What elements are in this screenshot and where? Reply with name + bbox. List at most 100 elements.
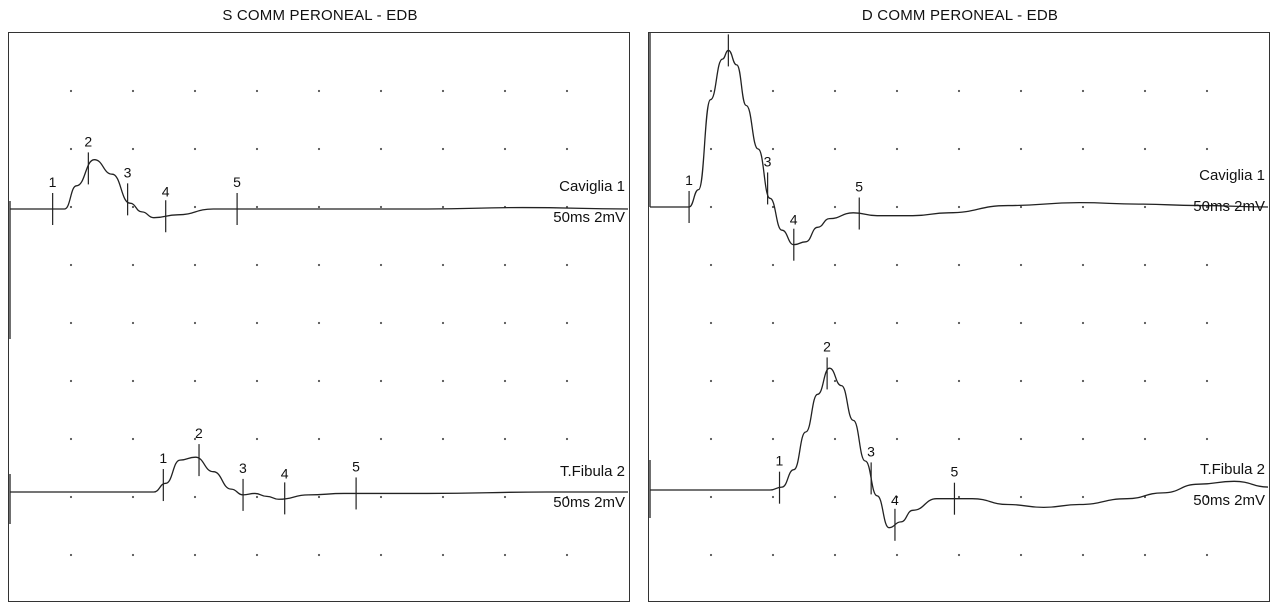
grid-dot xyxy=(441,553,445,557)
waveform-trace xyxy=(11,456,628,500)
latency-marker-label: 3 xyxy=(867,443,875,459)
grid-dot xyxy=(957,553,961,557)
waveform-plot-left: 1 2 3 4 5 1 2 3 4 5 xyxy=(9,89,628,557)
grid-dot xyxy=(771,437,775,441)
grid-dot xyxy=(503,321,507,325)
grid-dot xyxy=(895,205,899,209)
grid-dot xyxy=(1019,437,1023,441)
waveform-trace xyxy=(651,49,1268,246)
grid-dot xyxy=(1081,205,1085,209)
grid-dot xyxy=(1081,321,1085,325)
grid-dot xyxy=(833,553,837,557)
grid-dot xyxy=(1205,147,1209,151)
panel-title-right: D COMM PERONEAL - EDB xyxy=(861,7,1059,24)
latency-marker-label: 2 xyxy=(195,425,203,441)
grid-dot xyxy=(255,437,259,441)
grid-dot xyxy=(1081,147,1085,151)
grid-dot xyxy=(193,379,197,383)
grid-dot xyxy=(69,263,73,267)
grid-dot xyxy=(503,89,507,93)
grid-dot xyxy=(441,379,445,383)
grid-dot xyxy=(957,89,961,93)
grid-dot xyxy=(1143,205,1147,209)
grid-dot xyxy=(709,321,713,325)
grid-dot xyxy=(317,495,321,499)
grid-dot xyxy=(69,205,73,209)
grid-dot xyxy=(193,263,197,267)
grid-dot xyxy=(1019,205,1023,209)
grid-dot xyxy=(317,263,321,267)
grid-dot xyxy=(379,205,383,209)
trace-site-label: Caviglia 1 xyxy=(1199,167,1265,184)
grid-dot xyxy=(895,437,899,441)
grid-dot xyxy=(1143,437,1147,441)
grid-dot xyxy=(379,321,383,325)
grid-dot xyxy=(895,321,899,325)
stimulus-artifact xyxy=(649,460,651,518)
grid-dot xyxy=(709,495,713,499)
grid-dot xyxy=(503,263,507,267)
grid-dot xyxy=(1143,553,1147,557)
grid-dot xyxy=(255,263,259,267)
grid-dot xyxy=(1205,495,1209,499)
grid-dot xyxy=(255,89,259,93)
grid-dot xyxy=(193,321,197,325)
grid-dot xyxy=(131,89,135,93)
grid-dot xyxy=(1019,553,1023,557)
grid-dot xyxy=(379,147,383,151)
grid-dot xyxy=(131,321,135,325)
grid-dot xyxy=(193,205,197,209)
grid-dot xyxy=(957,205,961,209)
trace-scale-label: 50ms 2mV xyxy=(553,209,625,226)
grid-dot xyxy=(771,263,775,267)
latency-marker-label: 5 xyxy=(352,458,360,474)
chart-panel-left: 1 2 3 4 5 1 2 3 4 5 Caviglia 1 50ms 2mV T.Fibula … xyxy=(8,32,630,602)
grid-dot xyxy=(255,147,259,151)
grid-dot xyxy=(379,553,383,557)
grid-dot xyxy=(565,147,569,151)
grid-dot xyxy=(317,89,321,93)
grid-dot xyxy=(565,379,569,383)
latency-marker-label: 5 xyxy=(855,179,863,195)
latency-marker-label: 1 xyxy=(159,450,167,466)
grid-dot xyxy=(503,553,507,557)
grid-dot xyxy=(379,89,383,93)
grid-dot xyxy=(895,147,899,151)
grid-dot xyxy=(1081,89,1085,93)
waveform-trace xyxy=(10,159,628,219)
grid-dot xyxy=(771,89,775,93)
latency-marker-label: 1 xyxy=(685,172,693,188)
latency-marker-label: 2 xyxy=(823,338,831,354)
stimulus-artifact xyxy=(9,201,11,339)
latency-marker-label: 3 xyxy=(764,153,772,169)
grid-dot xyxy=(957,379,961,383)
grid-dot xyxy=(709,147,713,151)
grid-dot xyxy=(255,553,259,557)
grid-dot xyxy=(709,379,713,383)
grid-dot xyxy=(255,379,259,383)
waveform-trace xyxy=(650,367,1268,529)
grid-dot xyxy=(317,205,321,209)
grid-dot xyxy=(379,437,383,441)
grid-dot xyxy=(441,437,445,441)
grid-dot xyxy=(69,379,73,383)
trace-site-label: Caviglia 1 xyxy=(559,178,625,195)
grid-dot xyxy=(771,205,775,209)
grid-dot xyxy=(565,553,569,557)
grid-dot xyxy=(1143,147,1147,151)
trace-scale-label: 50ms 2mV xyxy=(553,494,625,511)
grid-dot xyxy=(69,147,73,151)
stimulus-artifact xyxy=(649,33,651,208)
grid-dot xyxy=(771,495,775,499)
grid-dot xyxy=(895,495,899,499)
grid-dot xyxy=(565,321,569,325)
grid-dot xyxy=(193,89,197,93)
grid-dot xyxy=(131,437,135,441)
grid-dot xyxy=(895,263,899,267)
latency-marker-label: 5 xyxy=(233,174,241,190)
grid-dot xyxy=(771,147,775,151)
grid-dot xyxy=(255,495,259,499)
latency-marker-label: 4 xyxy=(162,183,170,199)
grid-dot xyxy=(895,553,899,557)
grid-dot xyxy=(255,205,259,209)
